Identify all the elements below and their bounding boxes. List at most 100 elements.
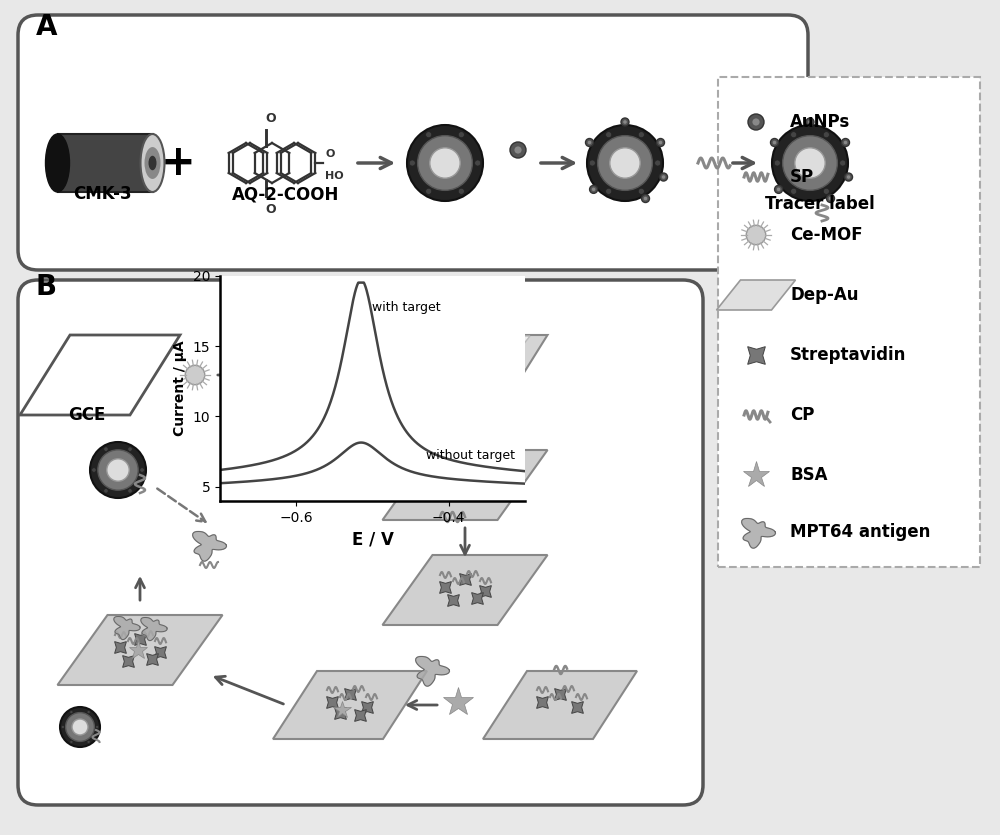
Circle shape — [840, 160, 846, 166]
Circle shape — [621, 118, 629, 126]
Circle shape — [514, 146, 522, 154]
Text: HO: HO — [325, 171, 344, 181]
Circle shape — [606, 188, 612, 195]
Circle shape — [775, 185, 783, 194]
Circle shape — [844, 141, 847, 144]
Circle shape — [610, 148, 640, 178]
Circle shape — [847, 175, 850, 179]
Circle shape — [107, 458, 129, 481]
Circle shape — [660, 173, 668, 181]
Polygon shape — [716, 280, 796, 310]
FancyBboxPatch shape — [718, 77, 980, 567]
Polygon shape — [225, 335, 385, 415]
Text: GCE: GCE — [68, 406, 105, 424]
X-axis label: E / V: E / V — [352, 530, 393, 549]
Text: +: + — [161, 142, 195, 184]
Circle shape — [770, 139, 778, 146]
Circle shape — [655, 160, 661, 166]
Text: MPT64 antigen: MPT64 antigen — [790, 523, 930, 541]
Circle shape — [104, 447, 108, 452]
Circle shape — [510, 142, 526, 158]
Text: O: O — [266, 203, 276, 216]
Text: O: O — [325, 149, 335, 159]
Circle shape — [590, 185, 598, 194]
Text: without target: without target — [426, 448, 515, 462]
Circle shape — [657, 139, 665, 146]
Polygon shape — [273, 671, 427, 739]
Text: AuNPs: AuNPs — [790, 113, 850, 131]
Circle shape — [823, 188, 829, 195]
Text: A: A — [36, 13, 58, 41]
Ellipse shape — [148, 156, 156, 170]
Text: Dep-Au: Dep-Au — [790, 286, 858, 304]
Circle shape — [592, 188, 595, 191]
Polygon shape — [193, 532, 226, 561]
Circle shape — [185, 365, 205, 385]
Y-axis label: Current / μA: Current / μA — [173, 341, 187, 436]
Circle shape — [752, 119, 760, 125]
Circle shape — [587, 125, 663, 201]
Polygon shape — [382, 450, 548, 520]
Circle shape — [585, 139, 593, 146]
Circle shape — [70, 711, 73, 714]
Bar — [58, 134, 152, 192]
FancyBboxPatch shape — [18, 15, 808, 270]
Text: AQ-2-COOH: AQ-2-COOH — [232, 185, 339, 203]
Circle shape — [606, 132, 612, 138]
Circle shape — [783, 135, 837, 190]
Circle shape — [598, 135, 652, 190]
Polygon shape — [114, 616, 140, 640]
Polygon shape — [141, 618, 167, 640]
Text: O: O — [266, 112, 276, 125]
Circle shape — [845, 173, 853, 181]
Ellipse shape — [144, 147, 160, 179]
Circle shape — [418, 135, 472, 190]
Circle shape — [66, 712, 94, 741]
Circle shape — [426, 132, 432, 138]
Polygon shape — [483, 671, 637, 739]
Polygon shape — [58, 615, 222, 685]
Circle shape — [748, 114, 764, 130]
Circle shape — [140, 468, 144, 473]
Polygon shape — [20, 335, 180, 415]
Circle shape — [426, 188, 432, 195]
Circle shape — [87, 741, 90, 743]
Circle shape — [772, 125, 848, 201]
Text: CMK-3: CMK-3 — [73, 185, 132, 203]
Circle shape — [60, 707, 100, 747]
Circle shape — [475, 160, 481, 166]
Circle shape — [409, 160, 415, 166]
FancyBboxPatch shape — [18, 280, 703, 805]
Circle shape — [826, 195, 834, 203]
Circle shape — [72, 719, 88, 735]
Circle shape — [795, 148, 825, 178]
Circle shape — [623, 120, 627, 124]
Polygon shape — [416, 656, 449, 686]
Circle shape — [642, 195, 650, 203]
Circle shape — [87, 711, 90, 714]
Circle shape — [638, 188, 644, 195]
Circle shape — [808, 120, 812, 124]
Circle shape — [104, 488, 108, 493]
Circle shape — [70, 741, 73, 743]
Text: with target: with target — [372, 301, 441, 314]
Circle shape — [806, 118, 814, 126]
Circle shape — [61, 726, 64, 729]
Circle shape — [430, 148, 460, 178]
Circle shape — [791, 188, 797, 195]
Text: BSA: BSA — [790, 466, 828, 484]
Ellipse shape — [140, 134, 164, 192]
Circle shape — [407, 125, 483, 201]
Circle shape — [458, 188, 464, 195]
Polygon shape — [272, 337, 364, 372]
Circle shape — [589, 160, 595, 166]
Circle shape — [588, 141, 591, 144]
Circle shape — [128, 488, 132, 493]
Circle shape — [777, 188, 780, 191]
Text: SP: SP — [790, 168, 814, 186]
Circle shape — [128, 447, 132, 452]
Circle shape — [791, 132, 797, 138]
Ellipse shape — [46, 134, 70, 192]
Circle shape — [92, 468, 96, 473]
Circle shape — [458, 132, 464, 138]
